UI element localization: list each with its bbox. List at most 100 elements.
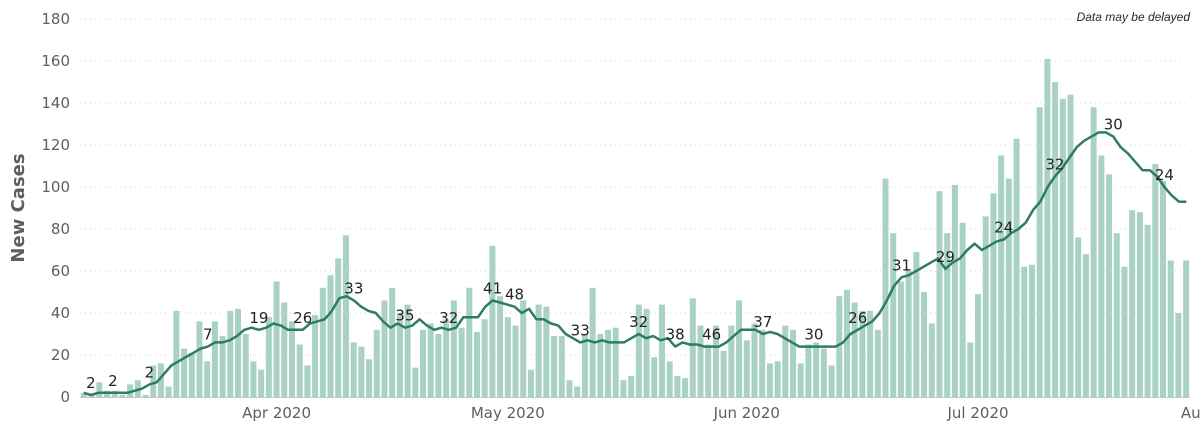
y-tick-label: 80 (51, 220, 70, 238)
bar (1013, 138, 1020, 397)
y-tick-label: 0 (60, 388, 70, 406)
bar (982, 216, 989, 397)
bar (828, 365, 835, 397)
bar (512, 325, 519, 397)
bar (558, 336, 565, 397)
data-label: 7 (203, 326, 213, 344)
bar (1082, 254, 1089, 397)
x-tick-label: Jun 2020 (713, 404, 780, 422)
bar (1044, 58, 1051, 398)
bar (335, 258, 342, 397)
bar (127, 384, 134, 397)
data-label: 33 (571, 321, 590, 339)
bar (859, 310, 866, 397)
bar (265, 317, 272, 397)
bar (998, 155, 1005, 397)
bar (520, 300, 527, 397)
bar (736, 300, 743, 397)
bar (944, 233, 951, 397)
bar (450, 300, 457, 397)
bar (543, 306, 550, 397)
bar (1075, 237, 1082, 397)
bar (1175, 313, 1182, 397)
bar (250, 361, 257, 397)
bar (211, 321, 218, 397)
bar (150, 365, 157, 397)
bar (427, 323, 434, 397)
bar (489, 245, 496, 397)
bar (581, 334, 588, 397)
delay-note: Data may be delayed (1076, 10, 1190, 24)
bar (620, 380, 627, 397)
bar (551, 336, 558, 397)
data-label: 33 (344, 279, 363, 297)
bar (751, 323, 758, 397)
bar (342, 235, 349, 397)
bar (1152, 163, 1159, 397)
data-label: 32 (439, 309, 458, 327)
bar (658, 304, 665, 397)
bar (975, 294, 982, 397)
bar (435, 334, 442, 397)
bar (1090, 107, 1097, 397)
bar (628, 376, 635, 397)
bar (851, 302, 858, 397)
data-label: 46 (702, 326, 721, 344)
bar (774, 361, 781, 397)
bar (712, 325, 719, 397)
bar (1098, 155, 1105, 397)
bar (96, 382, 103, 397)
data-label: 29 (936, 248, 955, 266)
bar (142, 394, 149, 397)
bar (967, 342, 974, 397)
data-label: 30 (1104, 116, 1123, 134)
bar (1106, 174, 1113, 397)
data-label: 31 (892, 256, 911, 274)
data-label: 26 (848, 309, 867, 327)
bar (666, 361, 673, 397)
bar (813, 342, 820, 397)
bar (1028, 264, 1035, 397)
y-tick-label: 120 (41, 136, 70, 154)
y-tick-label: 20 (51, 346, 70, 364)
bar (843, 289, 850, 397)
bar (396, 313, 403, 397)
bar (897, 281, 904, 397)
bar (597, 334, 604, 397)
data-label: 32 (1045, 156, 1064, 174)
bar (242, 334, 249, 397)
bar (288, 321, 295, 397)
bar (689, 298, 696, 397)
data-label: 32 (629, 313, 648, 331)
bar (373, 329, 380, 397)
bar (1067, 94, 1074, 397)
bar (874, 329, 881, 397)
bar (381, 300, 388, 397)
data-label: 24 (994, 219, 1013, 237)
bar (80, 392, 87, 397)
y-tick-label: 60 (51, 262, 70, 280)
bar (635, 304, 642, 397)
bar (165, 386, 172, 397)
data-label: 2 (108, 372, 118, 390)
bar (1052, 82, 1059, 397)
bar (1167, 260, 1174, 397)
bar (227, 310, 234, 397)
data-label: 37 (753, 313, 772, 331)
bar (951, 184, 958, 397)
bar (720, 350, 727, 397)
data-label: 41 (483, 279, 502, 297)
bar (959, 222, 966, 397)
x-tick-label: May 2020 (471, 404, 545, 422)
bar (304, 365, 311, 397)
bar (936, 191, 943, 397)
bar (404, 304, 411, 397)
bar (181, 348, 188, 397)
bar (1183, 260, 1190, 397)
bar (605, 329, 612, 397)
bar (651, 357, 658, 397)
bar (412, 367, 419, 397)
